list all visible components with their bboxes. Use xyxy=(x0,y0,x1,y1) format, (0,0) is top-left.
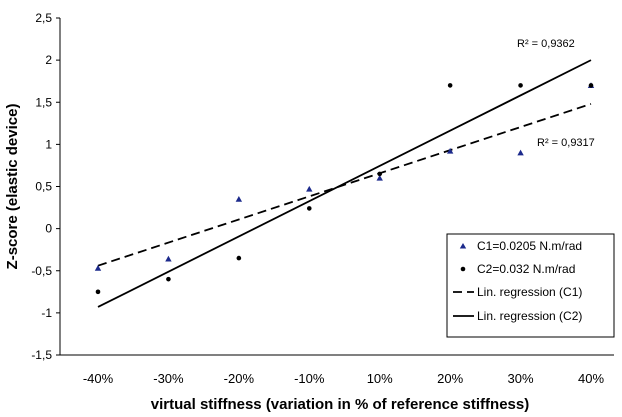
legend-label-regression-c1: Lin. regression (C1) xyxy=(477,285,582,299)
x-tick-label: -30% xyxy=(153,371,184,386)
x-tick-label: -20% xyxy=(224,371,255,386)
data-point-c2 xyxy=(447,83,453,88)
x-tick-label: 40% xyxy=(578,371,604,386)
data-point-c2 xyxy=(95,289,101,295)
y-tick-label: 0 xyxy=(45,222,52,236)
y-tick-label: -1 xyxy=(41,306,52,320)
r2-label-c1: R² = 0,9317 xyxy=(537,137,595,149)
data-point-c1 xyxy=(306,185,313,192)
y-tick-label: 1,5 xyxy=(35,95,52,109)
axes xyxy=(56,17,614,356)
legend-marker-c2 xyxy=(460,266,466,272)
x-tick-label: 20% xyxy=(437,371,463,386)
data-point-c2 xyxy=(306,206,312,211)
data-point-c1 xyxy=(235,195,243,202)
data-point-c1 xyxy=(165,255,172,262)
data-point-c2 xyxy=(588,83,594,88)
y-tick-label: -1,5 xyxy=(31,348,52,362)
legend-box xyxy=(446,233,615,338)
x-tick-label: 10% xyxy=(367,371,393,386)
data-point-c2 xyxy=(166,276,171,282)
legend-label-c1: C1=0.0205 N.m/rad xyxy=(477,239,582,253)
data-point-c2 xyxy=(236,255,242,261)
legend-label-c2: C2=0.032 N.m/rad xyxy=(477,262,575,276)
x-tick-label: -40% xyxy=(83,371,114,386)
data-point-c1 xyxy=(517,149,524,156)
marks xyxy=(94,59,595,308)
legend-label-regression-c2: Lin. regression (C2) xyxy=(477,309,582,323)
x-tick-label: 30% xyxy=(508,371,534,386)
x-tick-label: -10% xyxy=(294,371,325,386)
y-axis-title: Z-score (elastic device) xyxy=(4,104,21,270)
labels: -1,5 -1 -0,5 0 0,5 1 1,5 2 2,5 -40% -30% -20% -10% 10… xyxy=(4,11,604,413)
regression-line-c1 xyxy=(97,103,592,267)
y-tick-label: -0,5 xyxy=(31,264,52,278)
y-tick-label: 0,5 xyxy=(35,180,52,194)
x-axis-title: virtual stiffness (variation in % of ref… xyxy=(151,396,529,413)
data-point-c1 xyxy=(446,147,454,154)
y-tick-label: 2,5 xyxy=(35,11,52,25)
y-tick-label: 2 xyxy=(45,53,52,67)
data-point-c2 xyxy=(377,171,383,177)
legend: C1=0.0205 N.m/rad C2=0.032 N.m/rad Lin. re… xyxy=(446,233,615,338)
data-point-c1 xyxy=(94,265,102,271)
legend-marker-c1 xyxy=(459,243,467,249)
regression-line-c2 xyxy=(97,59,592,308)
data-point-c1 xyxy=(376,174,383,181)
y-tick-label: 1 xyxy=(45,137,52,151)
r2-label-c2: R² = 0,9362 xyxy=(517,38,575,50)
data-point-c2 xyxy=(518,83,523,88)
